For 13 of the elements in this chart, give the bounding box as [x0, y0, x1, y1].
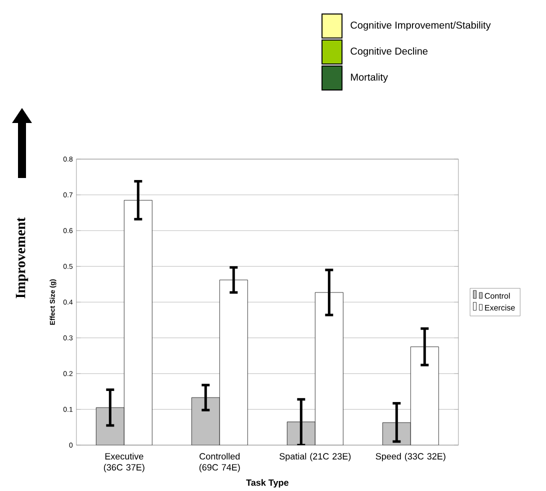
text: Cognitive Decline [350, 47, 428, 57]
x-axis-title: Task Type [246, 479, 288, 488]
x-tick-label: Controlled (69C 74E) [199, 452, 240, 472]
x-tick-label: Executive (36C 37E) [104, 452, 144, 472]
x-tick-label: Spatial (21C 23E) [280, 452, 351, 462]
legend-label: Control [484, 292, 510, 299]
text: Mortality [351, 73, 388, 83]
x-tick-label: Speed (33C 32E) [376, 452, 446, 462]
legend-label: Exercise [485, 304, 515, 311]
text: Cognitive Improvement/Stability [350, 21, 491, 31]
bar [191, 397, 220, 446]
bar [96, 407, 124, 446]
text: Improvement [16, 217, 28, 298]
